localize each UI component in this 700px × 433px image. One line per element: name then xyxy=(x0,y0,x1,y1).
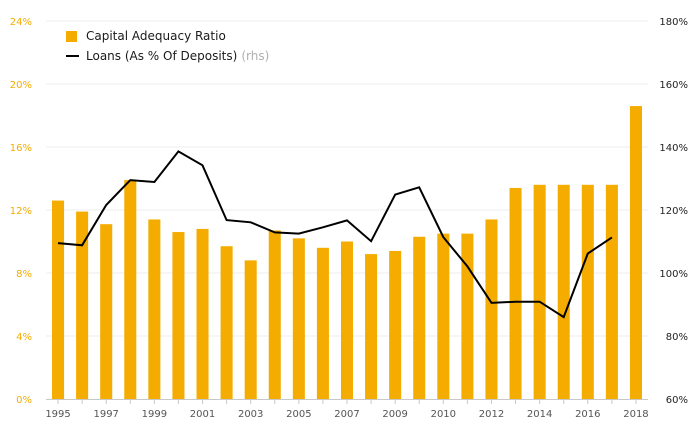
bar-2012 xyxy=(461,233,474,399)
y-left-tick-label: 8% xyxy=(16,269,32,280)
legend-line-swatch xyxy=(66,55,79,57)
y-right-tick-label: 160% xyxy=(659,80,688,91)
y-left-tick-label: 12% xyxy=(10,206,32,217)
y-right-tick-label: 120% xyxy=(659,206,688,217)
x-tick-label: 2001 xyxy=(190,409,215,420)
bar-1995 xyxy=(52,200,65,399)
y-left-tick-label: 4% xyxy=(16,332,32,343)
bar-1999 xyxy=(148,219,161,399)
bar-2010 xyxy=(413,236,426,399)
bar-2002 xyxy=(220,246,233,399)
bar-2004 xyxy=(268,230,281,399)
x-tick-label: 2012 xyxy=(479,409,504,420)
bar-2009 xyxy=(389,250,402,399)
y-right-tick-label: 140% xyxy=(659,143,688,154)
loans-line xyxy=(57,150,613,319)
legend-item-loans: Loans (As % Of Deposits) (rhs) xyxy=(66,46,269,66)
bar-2005 xyxy=(292,238,305,399)
x-tick-label: 1995 xyxy=(45,409,70,420)
x-tick-label: 1997 xyxy=(93,409,118,420)
legend-bar-swatch xyxy=(66,30,77,42)
y-axis-left: 0% 4% 8% 12% 16% 20% 24% xyxy=(10,17,32,406)
y-right-tick-label: 180% xyxy=(659,17,688,28)
legend-label-loans: Loans (As % Of Deposits) xyxy=(86,49,238,63)
x-tick-label: 2003 xyxy=(238,409,263,420)
x-tick-label: 2007 xyxy=(334,409,359,420)
y-left-tick-label: 16% xyxy=(10,143,32,154)
bar-2014 xyxy=(509,187,522,399)
legend-note-rhs: (rhs) xyxy=(241,49,270,63)
bar-2008 xyxy=(365,254,378,399)
gridlines xyxy=(46,20,648,337)
x-tick-label: 2016 xyxy=(575,409,600,420)
bar-2017 xyxy=(581,184,594,399)
x-tick-label: 1999 xyxy=(142,409,167,420)
bar-2016 xyxy=(557,184,570,399)
bar-1998 xyxy=(124,180,137,399)
y-axis-right: 60% 80% 100% 120% 140% 160% 180% xyxy=(659,17,688,406)
x-axis-ticks: 1995 1997 1999 2001 2003 2005 2007 2009 2010 2012… xyxy=(45,399,649,420)
bar-2001 xyxy=(196,228,209,399)
bar-1997 xyxy=(100,224,113,399)
legend: Capital Adequacy Ratio Loans (As % Of De… xyxy=(66,26,269,66)
legend-item-capital-adequacy: Capital Adequacy Ratio xyxy=(66,26,269,46)
bar-2003 xyxy=(244,260,257,399)
y-right-tick-label: 100% xyxy=(659,269,688,280)
x-tick-label: 2014 xyxy=(527,409,552,420)
y-right-tick-label: 60% xyxy=(666,395,688,406)
bar-2011 xyxy=(437,233,450,399)
bar-2018 xyxy=(605,184,618,399)
bar-2007 xyxy=(340,241,354,399)
legend-label-capital-adequacy: Capital Adequacy Ratio xyxy=(86,29,226,43)
x-tick-label: 2009 xyxy=(382,409,407,420)
bar-2013 xyxy=(485,219,498,399)
bar-series xyxy=(52,106,642,400)
x-tick-label: 2005 xyxy=(286,409,311,420)
bar-2006 xyxy=(316,247,329,399)
y-left-tick-label: 24% xyxy=(10,17,32,28)
bar-2019 xyxy=(629,106,642,400)
x-tick-label: 2018 xyxy=(623,409,648,420)
bar-2000 xyxy=(172,232,185,399)
bar-1996 xyxy=(76,211,89,399)
x-tick-label: 2010 xyxy=(431,409,456,420)
y-left-tick-label: 0% xyxy=(16,395,32,406)
bar-2015 xyxy=(533,184,546,399)
y-right-tick-label: 80% xyxy=(666,332,688,343)
y-left-tick-label: 20% xyxy=(10,80,32,91)
